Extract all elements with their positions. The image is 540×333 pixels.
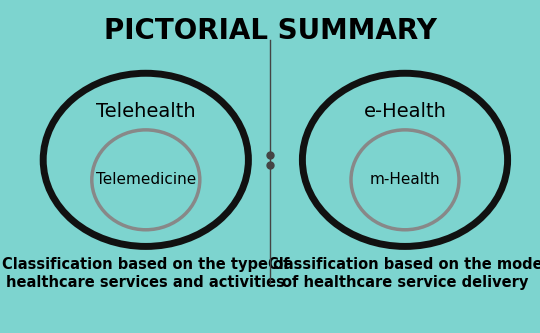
Text: e-Health: e-Health (363, 102, 447, 121)
Text: Telemedicine: Telemedicine (96, 172, 196, 187)
Text: Classification based on the mode
of healthcare service delivery: Classification based on the mode of heal… (268, 257, 540, 290)
Text: PICTORIAL SUMMARY: PICTORIAL SUMMARY (104, 17, 436, 45)
Ellipse shape (302, 73, 508, 246)
Text: Classification based on the type of
healthcare services and activities: Classification based on the type of heal… (2, 257, 289, 290)
Ellipse shape (351, 130, 459, 230)
Ellipse shape (43, 73, 248, 246)
Text: m-Health: m-Health (370, 172, 440, 187)
Text: Telehealth: Telehealth (96, 102, 195, 121)
Ellipse shape (92, 130, 200, 230)
